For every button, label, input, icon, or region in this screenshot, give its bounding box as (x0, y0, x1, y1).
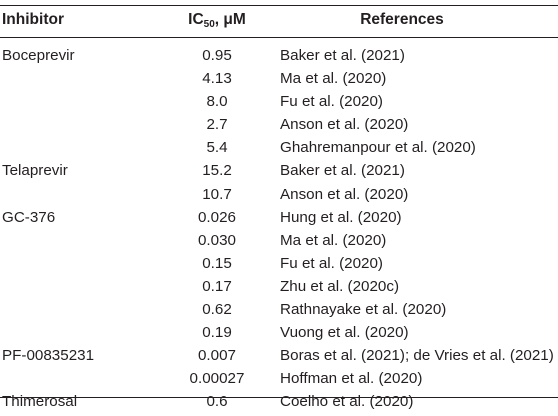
ic50-cell: 0.62 (202, 301, 232, 319)
table-row: Boceprevir 0.95 Baker et al. (2021) (0, 46, 558, 69)
header-ic50-main: IC (188, 11, 204, 28)
table-row: GC-376 0.026 Hung et al. (2020) (0, 208, 558, 231)
reference-cell: Baker et al. (2021) (280, 47, 405, 64)
table-row: 0.19 Vuong et al. (2020) (0, 323, 558, 346)
reference-cell: Boras et al. (2021); de Vries et al. (20… (280, 347, 554, 365)
table-row: 0.15 Fu et al. (2020) (0, 254, 558, 277)
reference-cell: Rathnayake et al. (2020) (280, 301, 447, 319)
top-rule (0, 5, 558, 6)
inhibitor-cell: Boceprevir (2, 47, 75, 64)
ic50-cell: 4.13 (202, 70, 232, 88)
ic50-cell: 5.4 (206, 139, 228, 157)
ic50-cell: 0.15 (202, 254, 232, 272)
ic50-cell: 0.00027 (189, 370, 245, 388)
reference-cell: Baker et al. (2021) (280, 162, 405, 180)
reference-cell: Anson et al. (2020) (280, 185, 409, 203)
table-body: Boceprevir 0.95 Baker et al. (2021) 4.13 Ma… (0, 46, 558, 416)
table-row: 5.4 Ghahremanpour et al. (2020) (0, 138, 558, 161)
ic50-cell: 0.95 (202, 47, 232, 64)
ic50-cell: 0.007 (197, 347, 236, 365)
reference-cell: Fu et al. (2020) (280, 93, 383, 111)
reference-cell: Hoffman et al. (2020) (280, 370, 423, 388)
reference-cell: Coelho et al. (2020) (280, 393, 414, 411)
inhibitor-table: Inhibitor IC50, μM References Boceprevir… (0, 5, 558, 410)
ic50-cell: 10.7 (202, 185, 232, 203)
table-row: 0.00027 Hoffman et al. (2020) (0, 369, 558, 392)
reference-cell: Anson et al. (2020) (280, 116, 409, 134)
ic50-cell: 0.026 (197, 208, 236, 226)
inhibitor-cell: Telaprevir (2, 162, 68, 180)
reference-cell: Hung et al. (2020) (280, 208, 402, 226)
table-row: PF-00835231 0.007 Boras et al. (2021); de … (0, 346, 558, 369)
reference-cell: Zhu et al. (2020c) (280, 277, 400, 295)
bottom-rule (0, 397, 558, 398)
header-inhibitor: Inhibitor (2, 11, 64, 28)
table-row: 4.13 Ma et al. (2020) (0, 69, 558, 92)
header-references: References (360, 11, 444, 28)
ic50-cell: 15.2 (202, 162, 232, 180)
table-row: Telaprevir 15.2 Baker et al. (2021) (0, 161, 558, 184)
header-ic50: IC50, μM (167, 11, 267, 30)
reference-cell: Vuong et al. (2020) (280, 324, 409, 342)
table-row: 2.7 Anson et al. (2020) (0, 115, 558, 138)
table-row: 8.0 Fu et al. (2020) (0, 92, 558, 115)
table-row: 0.62 Rathnayake et al. (2020) (0, 300, 558, 323)
header-rule (0, 37, 558, 38)
header-ic50-unit: , μM (214, 11, 246, 28)
reference-cell: Fu et al. (2020) (280, 254, 383, 272)
reference-cell: Ma et al. (2020) (280, 231, 387, 249)
ic50-cell: 2.7 (206, 116, 228, 134)
ic50-cell: 8.0 (206, 93, 228, 111)
ic50-cell: 0.6 (206, 393, 228, 411)
ic50-cell: 0.030 (197, 231, 236, 249)
inhibitor-cell: Thimerosal (2, 393, 78, 411)
inhibitor-cell: PF-00835231 (2, 347, 95, 365)
ic50-cell: 0.17 (202, 277, 232, 295)
reference-cell: Ghahremanpour et al. (2020) (280, 139, 476, 157)
table-row: 10.7 Anson et al. (2020) (0, 185, 558, 208)
header-ic50-subscript: 50 (203, 19, 215, 30)
reference-cell: Ma et al. (2020) (280, 70, 387, 88)
table-row: 0.030 Ma et al. (2020) (0, 231, 558, 254)
inhibitor-cell: GC-376 (2, 208, 56, 226)
table-row: 0.17 Zhu et al. (2020c) (0, 277, 558, 300)
ic50-cell: 0.19 (202, 324, 232, 342)
